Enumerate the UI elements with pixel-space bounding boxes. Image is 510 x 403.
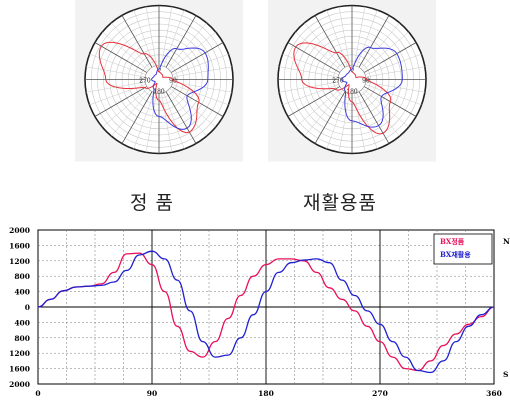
polar-minor-spoke xyxy=(279,66,347,79)
polar-minor-spoke xyxy=(295,31,348,76)
polar-tick-label: 0 xyxy=(157,67,161,74)
polar-spoke xyxy=(354,15,390,75)
polar-tick-label: 180 xyxy=(346,89,358,96)
line-chart: 2000 1600 1200 800 400 0 400 800 1200 1600 2000 0 90… xyxy=(0,222,510,399)
polar-spoke xyxy=(163,42,224,77)
x-tick-label: 270 xyxy=(372,389,388,398)
x-tick-label: 180 xyxy=(258,389,274,398)
polar-minor-spoke xyxy=(163,31,216,76)
polar-spoke xyxy=(287,82,348,117)
polar-minor-spoke xyxy=(326,9,351,75)
polar-minor-spoke xyxy=(353,84,378,150)
polar-chart-genuine: 0 90 180 270 xyxy=(70,0,248,165)
polar-minor-spoke xyxy=(338,6,352,74)
series-line-1 xyxy=(37,250,495,374)
polar-minor-spoke xyxy=(357,53,422,78)
y-tick-label: 2000 xyxy=(9,226,30,235)
polar-minor-spoke xyxy=(279,80,347,93)
legend-entry-1: BX재활용 xyxy=(440,250,471,259)
polar-minor-spoke xyxy=(353,9,378,75)
polar-minor-spoke xyxy=(295,83,348,128)
polar-minor-spoke xyxy=(352,85,366,153)
polar-minor-spoke xyxy=(164,53,229,78)
polar-minor-spoke xyxy=(357,66,425,79)
polar-minor-spoke xyxy=(133,9,158,75)
line-chart-svg: 2000 1600 1200 800 400 0 400 800 1200 1600 2000 0 90… xyxy=(9,226,510,398)
polar-spoke xyxy=(94,42,155,77)
polar-series-0 xyxy=(293,42,392,135)
polar-spoke xyxy=(356,42,417,77)
legend-box xyxy=(433,233,493,265)
legend-entry-0: BX정품 xyxy=(440,237,465,246)
y-tick-label: 400 xyxy=(14,318,30,327)
annotation-n: N xyxy=(503,237,510,246)
polar-minor-spoke xyxy=(160,9,185,75)
polar-tick-label: 90 xyxy=(362,78,370,85)
y-tick-label: 1200 xyxy=(9,257,30,266)
polar-minor-spoke xyxy=(163,83,216,128)
polar-spoke xyxy=(161,15,197,75)
polar-spoke xyxy=(287,42,348,77)
polar-spoke xyxy=(94,82,155,117)
polar-minor-spoke xyxy=(102,83,155,128)
polar-spoke xyxy=(121,84,157,144)
polar-minor-spoke xyxy=(162,83,207,137)
polar-spoke xyxy=(163,82,224,117)
polar-minor-spoke xyxy=(356,83,409,128)
y-tick-label: 1600 xyxy=(9,241,30,250)
polar-minor-spoke xyxy=(102,31,155,76)
polar-minor-spoke xyxy=(304,83,349,137)
x-tick-label: 0 xyxy=(35,389,40,398)
caption-recycled: 재활용품 xyxy=(303,192,377,214)
y-tick-label: 1200 xyxy=(9,349,30,358)
polar-spoke xyxy=(161,84,197,144)
polar-minor-spoke xyxy=(355,83,400,137)
polar-minor-spoke xyxy=(86,66,154,79)
polar-minor-spoke xyxy=(164,66,232,79)
polar-minor-spoke xyxy=(326,84,351,150)
polar-series-1 xyxy=(341,46,403,128)
polar-minor-spoke xyxy=(145,6,159,74)
polar-spoke xyxy=(121,15,157,75)
polar-spoke xyxy=(314,84,350,144)
polar-minor-spoke xyxy=(282,81,347,106)
polar-minor-spoke xyxy=(357,80,425,93)
polar-minor-spoke xyxy=(86,80,154,93)
x-tick-label: 90 xyxy=(147,389,157,398)
polar-minor-spoke xyxy=(89,81,154,106)
polar-series-1 xyxy=(151,47,209,130)
polar-spoke xyxy=(314,15,350,75)
polar-minor-spoke xyxy=(159,85,173,153)
polar-tick-label: 0 xyxy=(350,67,354,74)
polar-minor-spoke xyxy=(356,31,409,76)
x-tick-label: 360 xyxy=(486,389,502,398)
polar-tick-label: 180 xyxy=(153,89,165,96)
polar-spoke xyxy=(354,84,390,144)
y-tick-label: 2000 xyxy=(9,380,30,389)
annotation-s: S xyxy=(503,370,508,379)
polar-minor-spoke xyxy=(164,81,229,106)
y-tick-label: 800 xyxy=(14,272,30,281)
polar-series-0 xyxy=(98,41,200,134)
caption-genuine: 정 품 xyxy=(130,192,174,214)
polar-chart-recycled: 0 90 180 270 xyxy=(262,0,442,165)
polar-minor-spoke xyxy=(160,84,185,150)
polar-tick-label: 270 xyxy=(332,78,344,85)
polar-tick-label: 90 xyxy=(169,78,177,85)
y-tick-label: 800 xyxy=(14,334,30,343)
y-tick-label: 0 xyxy=(25,303,30,312)
y-tick-label: 400 xyxy=(14,288,30,297)
polar-tick-label: 270 xyxy=(139,78,151,85)
polar-minor-spoke xyxy=(357,81,422,106)
polar-minor-spoke xyxy=(355,22,400,76)
polar-minor-spoke xyxy=(164,80,232,93)
y-tick-label: 1600 xyxy=(9,365,30,374)
polar-minor-spoke xyxy=(111,83,156,137)
polar-minor-spoke xyxy=(282,53,347,78)
polar-spoke xyxy=(356,82,417,117)
